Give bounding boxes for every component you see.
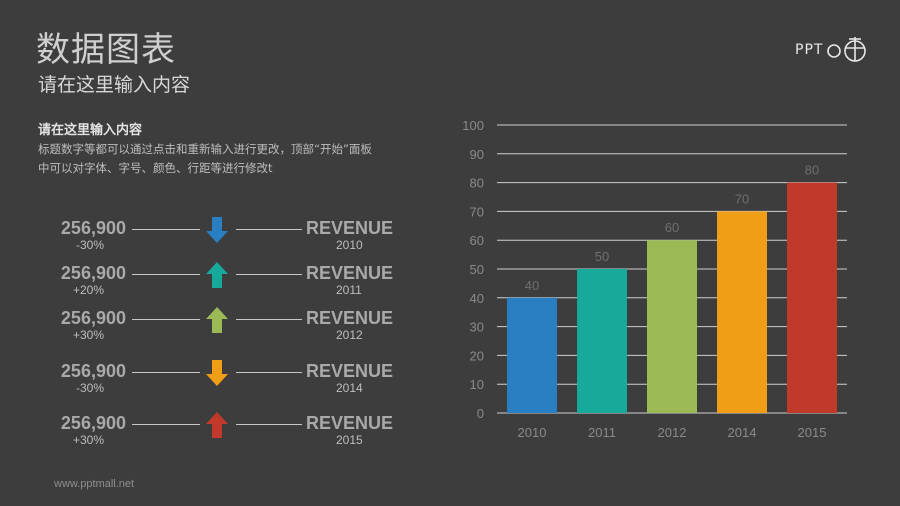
bar (507, 297, 557, 413)
y-tick-label: 30 (470, 320, 484, 335)
x-tick-label: 2011 (588, 425, 616, 440)
data-label: 70 (735, 191, 749, 206)
logo-icon (827, 37, 867, 62)
revenue-amount: 256,900 (60, 308, 126, 328)
y-tick-label: 70 (470, 204, 484, 219)
connector-line (236, 372, 302, 373)
footer-url: www.pptmall.net (54, 478, 135, 490)
x-tick-label: 2015 (798, 425, 827, 440)
x-tick-label: 2012 (658, 425, 687, 440)
y-tick-label: 20 (470, 348, 484, 363)
section-description: 标题数字等都可以通过点击和重新输入进行更改，顶部“开始”面板中可以对字体、字号、… (38, 142, 372, 175)
y-tick-label: 90 (470, 147, 484, 162)
revenue-row: 256,900 +20% REVENUE 2011 (0, 262, 420, 303)
revenue-change: -30% (75, 238, 104, 252)
revenue-row: 256,900 -30% REVENUE 2010 (0, 217, 420, 258)
connector-line (132, 424, 200, 425)
bar (647, 240, 697, 413)
logo-text: PPT (795, 42, 824, 58)
revenue-label: REVENUE (306, 263, 394, 283)
connector-line (236, 319, 302, 320)
revenue-year: 2012 (336, 328, 363, 342)
connector-line (236, 274, 302, 275)
revenue-year: 2010 (336, 238, 363, 252)
arrow-down-icon (206, 360, 228, 386)
revenue-amount: 256,900 (60, 218, 126, 238)
revenue-amount: 256,900 (60, 413, 126, 433)
connector-line (236, 424, 302, 425)
data-label: 80 (805, 163, 819, 178)
revenue-label: REVENUE (306, 308, 394, 328)
connector-line (132, 372, 200, 373)
revenue-amount: 256,900 (60, 361, 126, 381)
y-tick-label: 50 (470, 262, 484, 277)
revenue-change: +30% (72, 328, 104, 342)
arrow-up-icon (206, 307, 228, 333)
arrow-up-icon (206, 262, 228, 288)
revenue-year: 2014 (336, 381, 363, 395)
connector-line (132, 229, 200, 230)
section-heading: 请在这里输入内容 (38, 123, 143, 138)
data-label: 50 (595, 249, 609, 264)
revenue-label: REVENUE (306, 361, 394, 381)
logo: PPT (795, 36, 869, 64)
page-subtitle: 请在这里输入内容 (38, 74, 191, 96)
revenue-label: REVENUE (306, 218, 394, 238)
revenue-change: +20% (72, 283, 104, 297)
revenue-label: REVENUE (306, 413, 394, 433)
revenue-row: 256,900 -30% REVENUE 2014 (0, 360, 420, 401)
y-tick-label: 100 (462, 118, 484, 133)
revenue-year: 2011 (336, 283, 362, 297)
revenue-row: 256,900 +30% REVENUE 2015 (0, 412, 420, 453)
connector-line (132, 319, 200, 320)
arrow-down-icon (206, 217, 228, 243)
x-tick-label: 2010 (518, 425, 547, 440)
connector-line (236, 229, 302, 230)
y-tick-label: 40 (470, 291, 484, 306)
connector-line (132, 274, 200, 275)
revenue-row: 256,900 +30% REVENUE 2012 (0, 307, 420, 348)
page-title: 数据图表 (36, 30, 176, 70)
data-label: 40 (525, 278, 539, 293)
bar (787, 182, 837, 413)
y-tick-label: 0 (477, 406, 484, 421)
bar-chart: 0 10 20 30 40 50 60 70 80 90 100 40 2010 50 2011 60 2012… (462, 118, 847, 440)
data-label: 60 (665, 220, 679, 235)
y-tick-label: 60 (470, 233, 484, 248)
x-tick-label: 2014 (728, 425, 757, 440)
y-tick-label: 80 (470, 176, 484, 191)
revenue-year: 2015 (336, 433, 363, 447)
y-tick-label: 10 (470, 377, 484, 392)
revenue-amount: 256,900 (60, 263, 126, 283)
revenue-change: +30% (72, 433, 104, 447)
revenue-change: -30% (75, 381, 104, 395)
arrow-up-icon (206, 412, 228, 438)
bar (577, 269, 627, 413)
bar (717, 211, 767, 413)
